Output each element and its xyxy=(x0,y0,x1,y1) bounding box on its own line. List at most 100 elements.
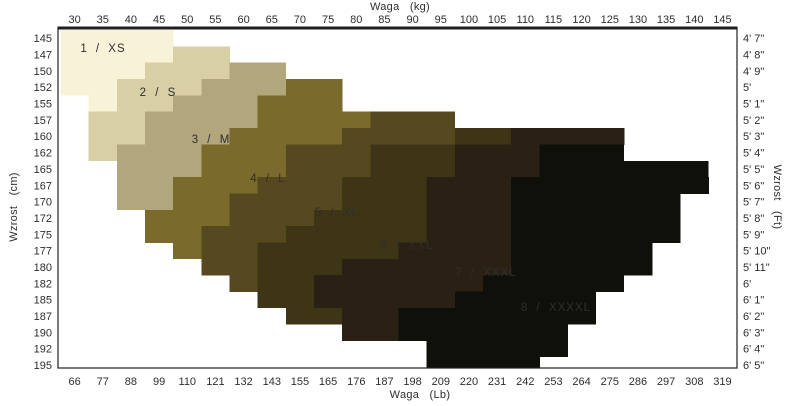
size-region-label-7: 7 / XXXL xyxy=(455,267,516,279)
tick-cm: 175 xyxy=(34,229,52,241)
tick-lb: 176 xyxy=(347,376,365,388)
size-region-5 xyxy=(285,160,371,178)
size-region-5 xyxy=(229,209,315,227)
size-region-3 xyxy=(116,160,202,178)
tick-kg: 105 xyxy=(488,14,506,26)
size-region-6 xyxy=(370,160,456,178)
tick-lb: 297 xyxy=(657,376,675,388)
tick-lb: 319 xyxy=(713,376,731,388)
tick-lb: 187 xyxy=(375,376,393,388)
size-region-6 xyxy=(257,291,315,309)
tick-kg: 115 xyxy=(545,14,563,26)
size-region-4 xyxy=(145,209,230,227)
size-region-4 xyxy=(201,144,287,162)
size-region-1 xyxy=(60,62,146,80)
size-region-7 xyxy=(342,307,399,325)
size-region-8 xyxy=(398,307,597,325)
tick-ft: 5' 11" xyxy=(743,262,770,274)
size-region-1 xyxy=(60,46,174,64)
size-region-4 xyxy=(257,95,343,113)
tick-lb: 308 xyxy=(685,376,703,388)
tick-kg: 100 xyxy=(460,14,478,26)
tick-kg: 110 xyxy=(517,14,535,26)
tick-ft: 6' 2" xyxy=(743,311,764,323)
tick-lb: 253 xyxy=(544,376,562,388)
tick-cm: 172 xyxy=(34,213,52,225)
tick-ft: 6' 4" xyxy=(743,344,764,356)
tick-kg: 75 xyxy=(322,14,334,26)
tick-cm: 185 xyxy=(34,295,52,307)
tick-lb: 286 xyxy=(629,376,647,388)
size-region-5 xyxy=(229,275,259,292)
tick-kg: 140 xyxy=(685,14,703,26)
tick-lb: 88 xyxy=(125,376,137,388)
size-region-label-1: 1 / XS xyxy=(80,43,125,55)
tick-lb: 132 xyxy=(234,376,252,388)
size-region-6 xyxy=(342,193,428,211)
size-region-6 xyxy=(257,258,343,276)
tick-kg: 35 xyxy=(97,14,109,26)
size-region-1 xyxy=(60,79,118,96)
tick-lb: 209 xyxy=(432,376,450,388)
axis-title-cm: Wzrost (cm) xyxy=(8,172,20,242)
size-region-2 xyxy=(173,46,230,64)
size-region-8 xyxy=(426,340,568,358)
size-region-8 xyxy=(426,356,540,369)
tick-kg: 130 xyxy=(629,14,647,26)
size-region-7 xyxy=(342,258,512,276)
tick-cm: 157 xyxy=(34,115,52,127)
size-region-4 xyxy=(229,128,343,145)
tick-kg: 125 xyxy=(601,14,619,26)
tick-lb: 220 xyxy=(460,376,478,388)
size-region-label-8: 8 / XXXXL xyxy=(521,302,591,314)
size-region-4 xyxy=(145,226,202,243)
size-region-2 xyxy=(88,144,118,162)
tick-lb: 155 xyxy=(291,376,309,388)
size-region-7 xyxy=(426,209,512,227)
size-region-4 xyxy=(285,79,343,96)
size-region-1 xyxy=(88,95,118,113)
tick-kg: 40 xyxy=(125,14,137,26)
size-region-4 xyxy=(173,177,259,194)
tick-lb: 110 xyxy=(179,376,197,388)
tick-ft: 5' 6" xyxy=(743,180,764,192)
tick-ft: 5' 4" xyxy=(743,148,764,160)
size-region-label-5: 5 / XL xyxy=(315,207,359,219)
tick-kg: 60 xyxy=(237,14,249,26)
tick-lb: 264 xyxy=(572,376,590,388)
size-region-8 xyxy=(511,226,681,243)
tick-ft: 4' 9" xyxy=(743,66,764,78)
size-region-5 xyxy=(229,193,343,211)
tick-ft: 5' 8" xyxy=(743,213,764,225)
tick-lb: 231 xyxy=(488,376,506,388)
axis-title-lb: Waga (Lb) xyxy=(389,389,451,401)
tick-lb: 165 xyxy=(319,376,337,388)
tick-cm: 195 xyxy=(34,360,52,372)
size-region-3 xyxy=(145,128,230,145)
tick-cm: 180 xyxy=(34,262,52,274)
size-region-8 xyxy=(454,291,596,309)
tick-cm: 177 xyxy=(34,246,52,258)
axis-title-kg: Waga (kg) xyxy=(369,1,431,13)
tick-cm: 162 xyxy=(34,148,52,160)
tick-cm: 167 xyxy=(34,180,52,192)
tick-ft: 5' 2" xyxy=(743,115,764,127)
size-region-6 xyxy=(257,242,399,260)
tick-cm: 165 xyxy=(34,164,52,176)
tick-kg: 50 xyxy=(181,14,193,26)
size-region-4 xyxy=(201,160,287,178)
tick-lb: 77 xyxy=(97,376,109,388)
tick-ft: 5' 7" xyxy=(743,197,764,209)
tick-kg: 120 xyxy=(572,14,590,26)
size-region-8 xyxy=(398,324,568,341)
tick-cm: 147 xyxy=(34,50,52,62)
size-region-2 xyxy=(116,95,174,113)
size-region-7 xyxy=(511,128,625,145)
size-region-4 xyxy=(173,193,230,211)
tick-kg: 145 xyxy=(713,14,731,26)
size-region-5 xyxy=(285,144,371,162)
tick-lb: 121 xyxy=(206,376,224,388)
size-region-7 xyxy=(342,324,399,341)
size-region-4 xyxy=(257,111,371,129)
